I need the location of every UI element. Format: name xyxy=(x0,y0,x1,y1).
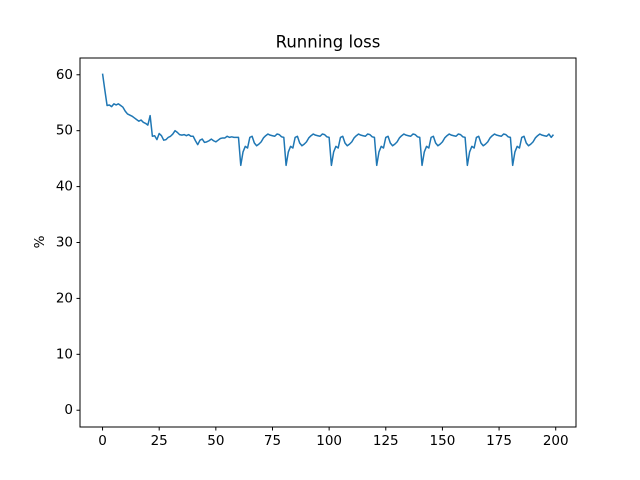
y-tick-label: 50 xyxy=(56,123,73,139)
y-tick-label: 40 xyxy=(56,179,73,195)
x-tick-label: 200 xyxy=(543,433,569,449)
x-tick-label: 175 xyxy=(486,433,512,449)
y-tick-label: 30 xyxy=(56,235,73,251)
y-tick-label: 10 xyxy=(56,346,73,362)
x-tick-label: 50 xyxy=(207,433,224,449)
x-tick-label: 0 xyxy=(98,433,107,449)
x-tick-label: 150 xyxy=(430,433,456,449)
x-tick-label: 25 xyxy=(151,433,168,449)
axes-frame xyxy=(79,57,577,428)
chart-title: Running loss xyxy=(276,33,381,52)
y-tick-label: 60 xyxy=(56,67,73,83)
x-tick-label: 100 xyxy=(316,433,342,449)
line xyxy=(101,73,555,167)
x-tick-label: 75 xyxy=(264,433,281,449)
y-tick-label: 20 xyxy=(56,290,73,306)
x-tick-label: 125 xyxy=(373,433,399,449)
y-axis-label: % xyxy=(32,235,48,248)
y-tick-label: 0 xyxy=(64,402,73,418)
